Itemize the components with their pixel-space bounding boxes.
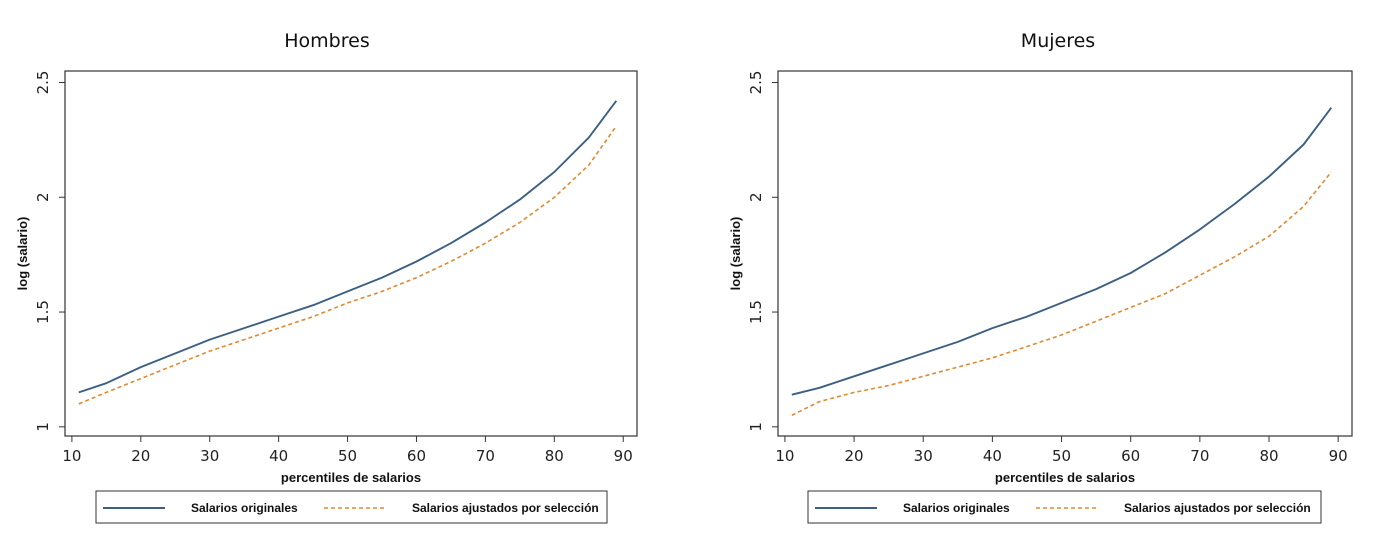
x-tick-label: 60 — [1121, 447, 1140, 465]
legend-box — [95, 490, 608, 524]
x-tick-label: 70 — [1190, 447, 1209, 465]
x-tick-label: 10 — [775, 447, 794, 465]
x-tick-label: 20 — [845, 447, 864, 465]
plot-frame — [777, 70, 1353, 437]
legend-label-original: Salarios originales — [191, 501, 298, 515]
y-tick-label: 2.5 — [747, 71, 765, 95]
legend: Salarios originales Salarios ajustados po… — [807, 490, 1322, 524]
x-tick-label: 40 — [983, 447, 1002, 465]
legend-label-adjusted: Salarios ajustados por selección — [1124, 501, 1311, 515]
x-tick-label: 90 — [1329, 447, 1348, 465]
y-tick-label: 1 — [34, 422, 52, 432]
x-tick-label: 30 — [200, 447, 219, 465]
x-tick-label: 70 — [476, 447, 495, 465]
y-tick-label: 1 — [747, 422, 765, 432]
chart-title: Hombres — [284, 30, 369, 52]
x-tick-label: 10 — [62, 447, 81, 465]
x-tick-label: 50 — [1052, 447, 1071, 465]
series-line-adjusted — [791, 171, 1332, 417]
y-tick-label: 1.5 — [747, 300, 765, 324]
y-axis-label: log (salario) — [15, 217, 30, 291]
series-line-original — [78, 100, 618, 394]
x-axis-label: percentiles de salarios — [281, 470, 421, 485]
chart-panel-0: Hombres 10 20 30 40 50 60 70 80 90 1 1.5 2 2.5 percent… — [15, 30, 638, 524]
x-tick-label: 40 — [269, 447, 288, 465]
chart-title: Mujeres — [1021, 30, 1095, 52]
x-tick-label: 60 — [407, 447, 426, 465]
x-tick-label: 20 — [131, 447, 150, 465]
y-tick-label: 1.5 — [34, 300, 52, 324]
x-tick-label: 80 — [1259, 447, 1278, 465]
plot-frame — [64, 70, 638, 437]
y-tick-label: 2.5 — [34, 71, 52, 95]
y-tick-label: 2 — [34, 192, 52, 202]
x-axis-label: percentiles de salarios — [995, 470, 1135, 485]
y-tick-label: 2 — [747, 192, 765, 202]
legend: Salarios originales Salarios ajustados po… — [95, 490, 608, 524]
legend-box — [807, 490, 1322, 524]
x-tick-label: 50 — [338, 447, 357, 465]
x-tick-label: 90 — [614, 447, 633, 465]
legend-label-adjusted: Salarios ajustados por selección — [412, 501, 599, 515]
y-axis-label: log (salario) — [728, 217, 743, 291]
series-line-original — [791, 107, 1333, 396]
legend-label-original: Salarios originales — [903, 501, 1010, 515]
x-tick-label: 30 — [914, 447, 933, 465]
series-line-adjusted — [78, 125, 617, 405]
chart-panel-1: Mujeres 10 20 30 40 50 60 70 80 90 1 1.5 2 2.5 percent… — [728, 30, 1353, 524]
x-tick-label: 80 — [545, 447, 564, 465]
